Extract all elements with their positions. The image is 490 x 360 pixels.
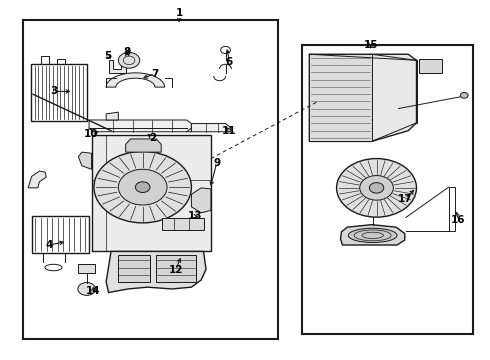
Circle shape <box>360 176 393 200</box>
Text: 8: 8 <box>123 47 131 57</box>
Polygon shape <box>106 73 165 87</box>
Polygon shape <box>106 112 118 120</box>
Polygon shape <box>192 123 230 132</box>
Polygon shape <box>28 171 46 188</box>
Polygon shape <box>78 152 92 169</box>
Polygon shape <box>341 225 405 245</box>
Text: 6: 6 <box>226 57 233 67</box>
Circle shape <box>78 283 96 296</box>
Circle shape <box>94 152 192 223</box>
Text: 2: 2 <box>149 133 156 143</box>
Text: 10: 10 <box>84 129 99 139</box>
Polygon shape <box>125 139 161 152</box>
Text: 12: 12 <box>169 265 183 275</box>
FancyBboxPatch shape <box>31 216 89 253</box>
Polygon shape <box>419 59 442 73</box>
Text: 13: 13 <box>188 211 202 221</box>
Polygon shape <box>92 135 211 251</box>
Circle shape <box>369 183 384 193</box>
Circle shape <box>337 158 416 217</box>
Text: 11: 11 <box>222 126 237 136</box>
Polygon shape <box>156 255 196 282</box>
Text: 5: 5 <box>104 51 111 61</box>
Text: 17: 17 <box>397 194 412 203</box>
Polygon shape <box>192 188 211 213</box>
Polygon shape <box>106 251 206 293</box>
Circle shape <box>118 53 140 68</box>
Polygon shape <box>118 255 150 282</box>
Ellipse shape <box>45 264 62 271</box>
FancyBboxPatch shape <box>30 64 87 121</box>
Ellipse shape <box>348 228 397 243</box>
Text: 1: 1 <box>175 8 183 18</box>
Circle shape <box>118 169 167 205</box>
Circle shape <box>135 182 150 193</box>
Polygon shape <box>162 217 203 230</box>
Text: 15: 15 <box>364 40 378 50</box>
Polygon shape <box>89 120 192 132</box>
Polygon shape <box>78 264 95 273</box>
Text: 9: 9 <box>213 158 220 168</box>
Polygon shape <box>309 54 416 141</box>
Text: 14: 14 <box>86 287 100 296</box>
Circle shape <box>460 93 468 98</box>
Text: 16: 16 <box>451 215 466 225</box>
Text: 3: 3 <box>50 86 58 96</box>
Polygon shape <box>309 54 372 141</box>
Text: 7: 7 <box>151 68 159 78</box>
Polygon shape <box>109 60 125 73</box>
Text: 4: 4 <box>46 240 53 250</box>
